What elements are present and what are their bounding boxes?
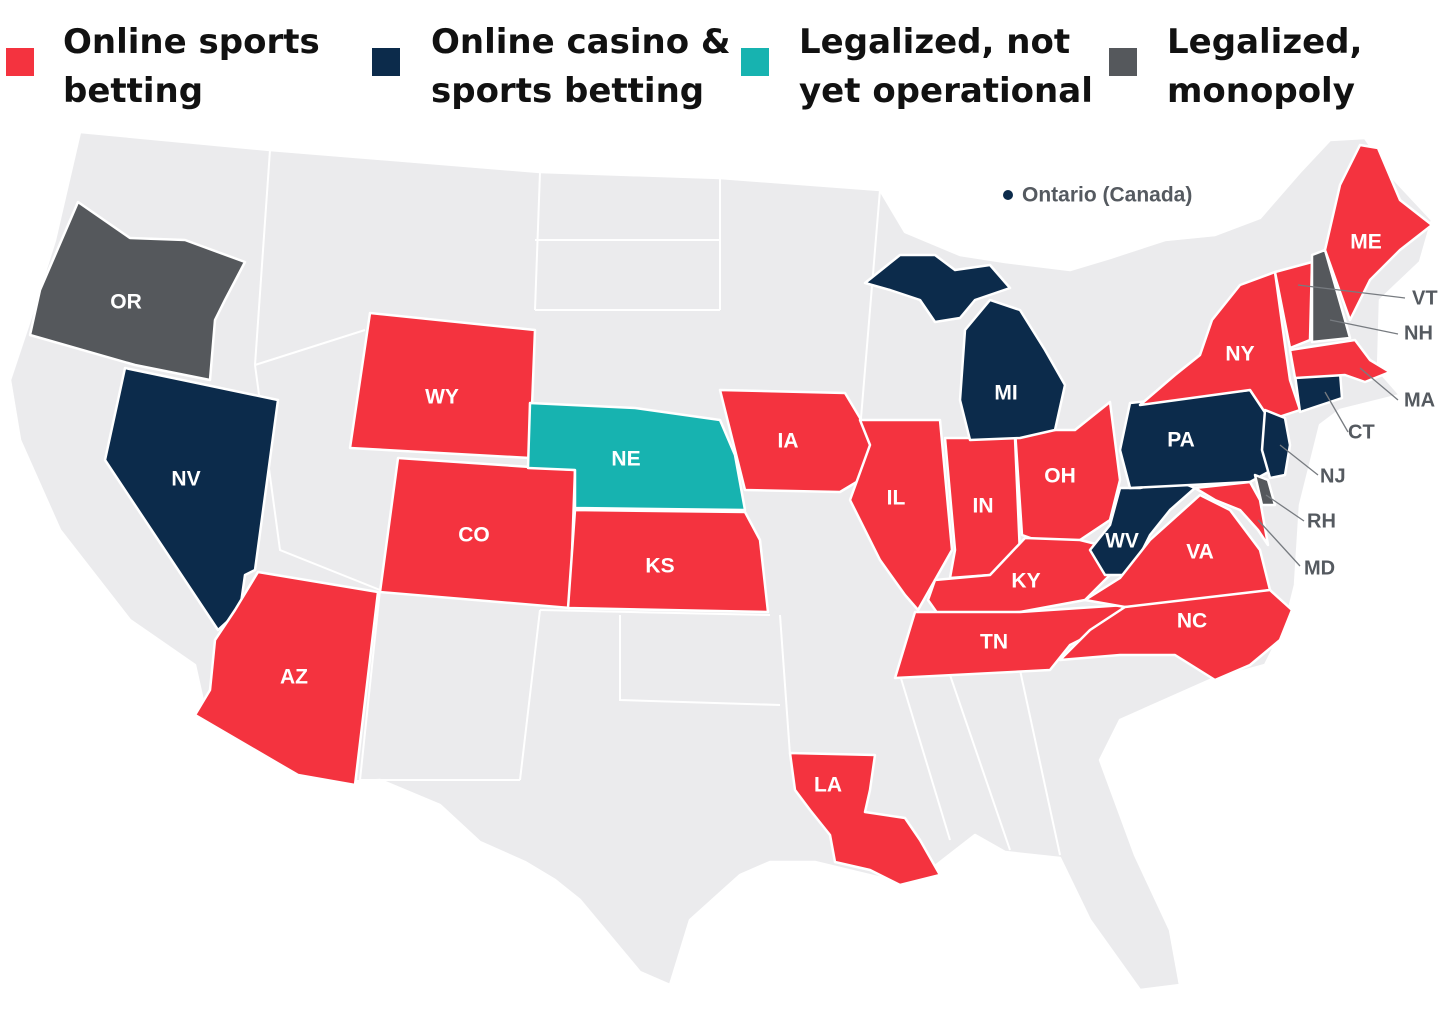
state-nh [1310, 248, 1352, 344]
state-label-ks: KS [645, 555, 674, 578]
state-label-tn: TN [980, 631, 1008, 654]
legend-label-online-casino-sports: Online casino & sports betting [431, 22, 731, 111]
state-label-ct: CT [1348, 421, 1375, 443]
state-label-ne: NE [611, 448, 640, 471]
state-label-ny: NY [1225, 343, 1254, 366]
state-label-va: VA [1186, 541, 1214, 564]
state-nj [1260, 408, 1292, 480]
state-label-ma: MA [1404, 389, 1435, 411]
callout-leaders [1257, 284, 1406, 567]
state-label-co: CO [458, 524, 490, 547]
state-il [848, 418, 954, 612]
state-label-md: MD [1304, 557, 1335, 579]
state-label-nh: NH [1404, 322, 1433, 344]
state-label-la: LA [814, 774, 842, 797]
legend-swatch-online-casino-sports [372, 48, 400, 76]
legend-swatch-legalized-monopoly [1109, 48, 1137, 76]
state-mi [863, 253, 1067, 442]
state-la [788, 751, 942, 887]
legend-swatch-online-sports-betting [6, 48, 34, 76]
ontario-label: Ontario (Canada) [1022, 184, 1192, 207]
legend-label-legalized-monopoly: Legalized, monopoly [1167, 22, 1363, 111]
state-nc [1058, 588, 1294, 682]
state-me [1323, 143, 1434, 322]
state-label-rh: RH [1307, 510, 1336, 532]
state-label-pa: PA [1167, 429, 1195, 452]
state-az [193, 570, 380, 787]
map-legend: Online sports betting Online casino & spor… [0, 0, 1456, 120]
state-md [1193, 480, 1270, 547]
state-or [28, 200, 247, 382]
state-label-in: IN [973, 495, 994, 518]
state-label-me: ME [1350, 231, 1382, 254]
state-label-mi: MI [994, 382, 1017, 405]
state-label-nc: NC [1177, 610, 1207, 633]
state-label-ky: KY [1011, 570, 1040, 593]
state-ks [566, 508, 770, 614]
state-label-vt: VT [1412, 287, 1438, 309]
state-ne [526, 401, 747, 512]
state-borders-faint [254, 149, 1061, 856]
state-label-nj: NJ [1320, 465, 1346, 487]
state-label-az: AZ [280, 666, 308, 689]
state-label-il: IL [887, 487, 906, 510]
state-label-nv: NV [171, 468, 200, 491]
legend-label-legalized-not-operational: Legalized, not yet operational [799, 22, 1093, 111]
state-nv [103, 366, 280, 632]
legend-swatch-legalized-not-operational [741, 48, 769, 76]
state-vt [1273, 260, 1314, 350]
state-label-wv: WV [1105, 530, 1139, 553]
state-label-wy: WY [425, 386, 459, 409]
state-label-or: OR [110, 291, 142, 314]
ontario-marker [1003, 190, 1013, 200]
legend-label-online-sports-betting: Online sports betting [63, 22, 320, 111]
state-label-oh: OH [1044, 465, 1076, 488]
state-label-ia: IA [778, 430, 799, 453]
